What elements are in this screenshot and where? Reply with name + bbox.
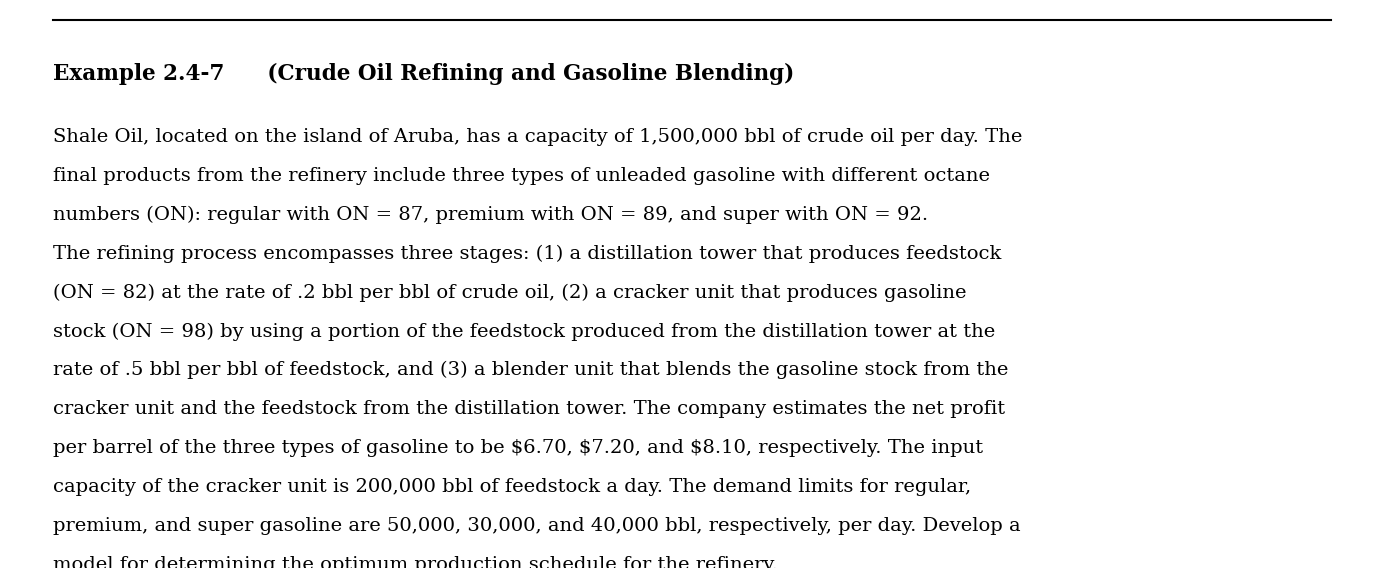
Text: Shale Oil, located on the island of Aruba, has a capacity of 1,500,000 bbl of cr: Shale Oil, located on the island of Arub… xyxy=(53,128,1021,146)
Text: The refining process encompasses three stages: (1) a distillation tower that pro: The refining process encompasses three s… xyxy=(53,244,1001,263)
Text: numbers (ON): regular with ON = 87, premium with ON = 89, and super with ON = 92: numbers (ON): regular with ON = 87, prem… xyxy=(53,206,927,224)
Text: (ON = 82) at the rate of .2 bbl per bbl of crude oil, (2) a cracker unit that pr: (ON = 82) at the rate of .2 bbl per bbl … xyxy=(53,283,966,302)
Text: capacity of the cracker unit is 200,000 bbl of feedstock a day. The demand limit: capacity of the cracker unit is 200,000 … xyxy=(53,478,970,496)
Text: premium, and super gasoline are 50,000, 30,000, and 40,000 bbl, respectively, pe: premium, and super gasoline are 50,000, … xyxy=(53,517,1020,535)
Text: stock (ON = 98) by using a portion of the feedstock produced from the distillati: stock (ON = 98) by using a portion of th… xyxy=(53,323,995,341)
Text: rate of .5 bbl per bbl of feedstock, and (3) a blender unit that blends the gaso: rate of .5 bbl per bbl of feedstock, and… xyxy=(53,361,1008,379)
Text: per barrel of the three types of gasoline to be $6.70, $7.20, and $8.10, respect: per barrel of the three types of gasolin… xyxy=(53,439,983,457)
Text: final products from the refinery include three types of unleaded gasoline with d: final products from the refinery include… xyxy=(53,167,990,185)
Text: model for determining the optimum production schedule for the refinery.: model for determining the optimum produc… xyxy=(53,556,778,568)
Text: Example 2.4-7  (Crude Oil Refining and Gasoline Blending): Example 2.4-7 (Crude Oil Refining and Ga… xyxy=(53,62,794,85)
Text: cracker unit and the feedstock from the distillation tower. The company estimate: cracker unit and the feedstock from the … xyxy=(53,400,1005,418)
